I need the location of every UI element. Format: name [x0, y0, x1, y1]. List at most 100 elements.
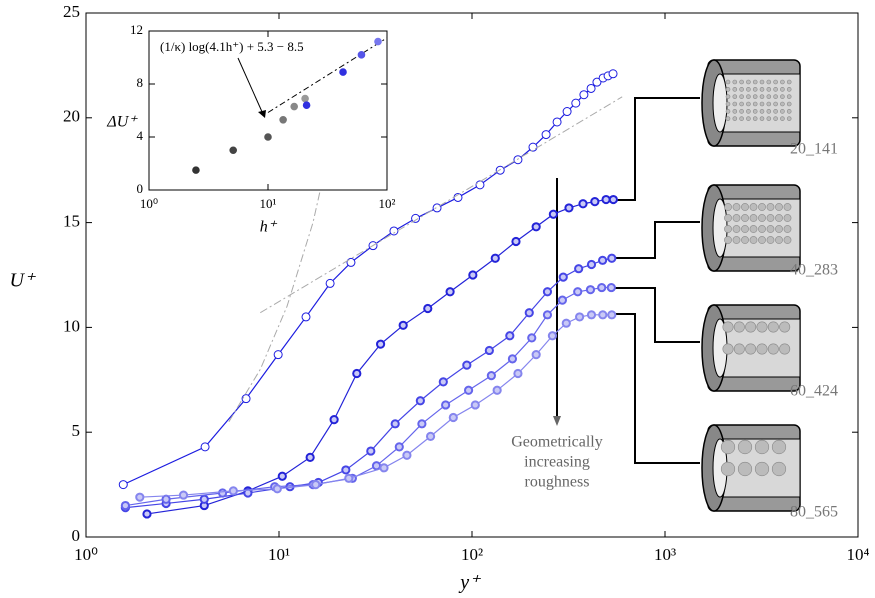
- roughness-bump: [767, 343, 779, 355]
- roughness-bump: [720, 461, 736, 477]
- annotation: roughness: [525, 474, 590, 491]
- y-axis-label: U⁺: [10, 270, 36, 292]
- roughness-bump: [746, 116, 751, 121]
- roughness-bump: [767, 321, 779, 333]
- data-point: [161, 494, 171, 504]
- x-tick-label: 10⁰: [140, 196, 158, 211]
- data-point: [301, 312, 311, 322]
- data-point: [524, 308, 534, 318]
- roughness-bump: [773, 109, 778, 114]
- roughness-bump: [732, 79, 738, 85]
- roughness-bump: [752, 116, 758, 121]
- data-point: [585, 285, 596, 295]
- roughness-bump: [766, 87, 772, 92]
- data-point: [571, 98, 581, 108]
- data-point: [264, 133, 272, 141]
- roughness-bump: [759, 87, 765, 92]
- roughness-bump: [766, 109, 772, 114]
- x-axis-label: h⁺: [260, 219, 278, 236]
- roughness-bump: [732, 214, 741, 222]
- roughness-bump: [752, 94, 758, 99]
- roughness-bump: [758, 214, 766, 222]
- roughness-bump: [759, 101, 765, 107]
- data-point: [475, 180, 485, 190]
- data-point: [484, 345, 494, 356]
- data-point: [279, 115, 287, 124]
- data-point: [548, 209, 558, 219]
- roughness-bump: [775, 236, 783, 244]
- roughness-bump: [758, 236, 766, 244]
- roughness-bump: [766, 236, 775, 244]
- data-point: [398, 320, 408, 330]
- roughness-bump: [786, 79, 792, 85]
- data-point: [273, 350, 283, 360]
- roughness-bump: [758, 225, 766, 233]
- data-point: [272, 484, 282, 494]
- data-point: [374, 37, 382, 46]
- roughness-bump: [779, 343, 791, 355]
- roughness-bump: [722, 343, 734, 355]
- data-point: [590, 197, 600, 207]
- annotation: increasing: [524, 454, 590, 471]
- data-point: [135, 492, 145, 502]
- y-axis-label: ΔU⁺: [106, 114, 138, 131]
- data-point: [290, 102, 298, 111]
- roughness-bump: [749, 225, 758, 233]
- data-point: [586, 310, 597, 320]
- roughness-bump: [732, 87, 738, 92]
- data-point: [302, 101, 311, 109]
- main-plot: 10⁰ 10¹ 10² 10³ 10⁴ 0 5 10 15 20 25 y⁺ U⁺: [10, 2, 870, 594]
- annotation-arrow: [237, 57, 264, 115]
- y-tick-label: 25: [63, 2, 80, 21]
- roughness-bump: [773, 101, 778, 107]
- data-point: [558, 272, 568, 282]
- x-tick-label: 10¹: [260, 196, 277, 211]
- data-point: [527, 333, 537, 343]
- data-point: [531, 350, 541, 360]
- y-tick-label: 12: [130, 22, 143, 37]
- data-point: [389, 226, 399, 236]
- data-point: [366, 446, 376, 456]
- data-point: [578, 199, 588, 209]
- data-point: [390, 419, 400, 429]
- data-point: [562, 107, 572, 117]
- roughness-bump: [783, 225, 792, 233]
- roughness-bump: [759, 116, 765, 121]
- data-point: [513, 368, 523, 379]
- data-point: [564, 203, 574, 213]
- roughness-bump: [752, 79, 758, 85]
- fit-annotation: (1/κ) log(4.1h⁺) + 5.3 − 8.5: [160, 39, 304, 54]
- data-point: [463, 385, 474, 395]
- data-point: [601, 194, 611, 205]
- roughness-bump: [725, 94, 731, 99]
- roughness-bump: [732, 236, 741, 244]
- fit-line: [267, 37, 388, 113]
- roughness-bump: [724, 225, 732, 233]
- roughness-bump: [724, 236, 732, 244]
- data-point: [586, 83, 596, 93]
- roughness-bump: [739, 94, 744, 99]
- data-point: [118, 480, 128, 490]
- data-point: [507, 354, 518, 364]
- roughness-bump: [739, 116, 744, 121]
- roughness-bump: [780, 116, 785, 121]
- data-point: [468, 270, 478, 280]
- data-point: [511, 236, 521, 247]
- data-point: [438, 377, 448, 387]
- case-label: 80_565: [790, 504, 838, 521]
- data-point: [423, 303, 433, 314]
- roughness-bump: [766, 79, 772, 85]
- data-point: [492, 385, 502, 395]
- roughness-bump: [780, 109, 785, 114]
- data-point: [470, 400, 480, 410]
- data-point: [277, 471, 287, 481]
- roughness-bump: [780, 79, 785, 85]
- roughness-bump: [766, 214, 775, 222]
- roughness-bump: [739, 109, 744, 114]
- data-point: [486, 371, 496, 381]
- roughness-bump: [749, 214, 758, 222]
- roughness-bump: [722, 321, 734, 333]
- roughness-bump: [775, 214, 783, 222]
- data-point: [417, 419, 427, 429]
- data-point: [541, 130, 551, 140]
